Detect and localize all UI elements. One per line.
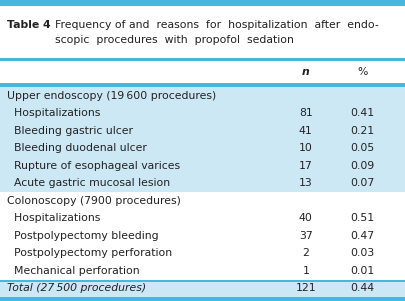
Text: Bleeding duodenal ulcer: Bleeding duodenal ulcer xyxy=(7,143,147,153)
Text: Rupture of esophageal varices: Rupture of esophageal varices xyxy=(7,161,180,171)
Text: 0.47: 0.47 xyxy=(350,231,375,241)
Bar xyxy=(0,300,405,301)
Text: Frequency of and  reasons  for  hospitalization  after  endo-: Frequency of and reasons for hospitaliza… xyxy=(55,20,379,30)
Bar xyxy=(0,209,405,227)
Bar xyxy=(0,157,405,175)
Text: Hospitalizations: Hospitalizations xyxy=(7,213,100,223)
Bar xyxy=(0,58,405,61)
Text: Upper endoscopy (19 600 procedures): Upper endoscopy (19 600 procedures) xyxy=(7,91,216,101)
Text: Table 4: Table 4 xyxy=(7,20,51,30)
Text: Mechanical perforation: Mechanical perforation xyxy=(7,266,140,276)
Text: 0.21: 0.21 xyxy=(350,126,375,136)
Bar xyxy=(0,61,405,83)
Text: 121: 121 xyxy=(296,283,316,293)
Bar xyxy=(0,192,405,209)
Text: 0.03: 0.03 xyxy=(350,248,375,258)
Bar xyxy=(0,104,405,122)
Text: Postpolypectomy perforation: Postpolypectomy perforation xyxy=(7,248,172,258)
Text: Hospitalizations: Hospitalizations xyxy=(7,108,100,118)
Text: 13: 13 xyxy=(299,178,313,188)
Text: 10: 10 xyxy=(299,143,313,153)
Text: 2: 2 xyxy=(303,248,309,258)
Text: 81: 81 xyxy=(299,108,313,118)
Text: 0.09: 0.09 xyxy=(350,161,375,171)
Text: 0.01: 0.01 xyxy=(350,266,375,276)
Bar xyxy=(0,280,405,281)
Text: 0.41: 0.41 xyxy=(350,108,375,118)
Bar xyxy=(0,192,405,194)
Text: %: % xyxy=(357,67,368,77)
Text: 17: 17 xyxy=(299,161,313,171)
Text: n: n xyxy=(302,67,310,77)
Bar xyxy=(0,175,405,192)
Text: 0.05: 0.05 xyxy=(350,143,375,153)
Text: 40: 40 xyxy=(299,213,313,223)
Bar xyxy=(0,83,405,87)
Bar xyxy=(0,122,405,139)
Text: 0.07: 0.07 xyxy=(350,178,375,188)
Text: Total (27 500 procedures): Total (27 500 procedures) xyxy=(7,283,146,293)
Text: 1: 1 xyxy=(303,266,309,276)
Bar xyxy=(0,0,405,6)
Text: 0.44: 0.44 xyxy=(350,283,375,293)
Bar xyxy=(0,280,405,297)
Bar xyxy=(0,297,405,300)
Text: 37: 37 xyxy=(299,231,313,241)
Bar xyxy=(0,6,405,58)
Bar xyxy=(0,227,405,244)
Text: Bleeding gastric ulcer: Bleeding gastric ulcer xyxy=(7,126,133,136)
Text: scopic  procedures  with  propofol  sedation: scopic procedures with propofol sedation xyxy=(55,35,294,45)
Text: Colonoscopy (7900 procedures): Colonoscopy (7900 procedures) xyxy=(7,196,181,206)
Text: 0.51: 0.51 xyxy=(350,213,375,223)
Text: Acute gastric mucosal lesion: Acute gastric mucosal lesion xyxy=(7,178,170,188)
Text: 41: 41 xyxy=(299,126,313,136)
Bar xyxy=(0,262,405,280)
Bar xyxy=(0,244,405,262)
Text: Postpolypectomy bleeding: Postpolypectomy bleeding xyxy=(7,231,159,241)
Bar xyxy=(0,139,405,157)
Bar xyxy=(0,87,405,104)
